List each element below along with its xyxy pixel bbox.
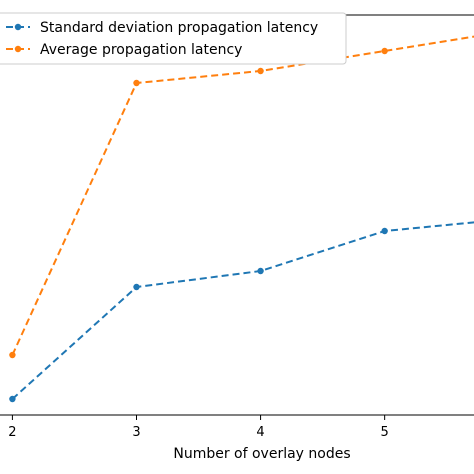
series-1 (9, 35, 474, 359)
x-tick-label: 5 (381, 425, 389, 440)
data-point (381, 227, 388, 235)
data-point (257, 267, 264, 275)
x-axis-label: Number of overlay nodes (173, 446, 350, 462)
data-point (9, 351, 16, 359)
legend-marker-std-deviation (14, 23, 22, 31)
legend: Standard deviation propagation latency A… (0, 12, 347, 65)
x-tick-label: 4 (256, 425, 264, 440)
legend-label-average: Average propagation latency (40, 42, 242, 58)
series-0 (9, 221, 474, 403)
series-line-1 (11, 35, 474, 356)
x-tick-label: 3 (132, 425, 140, 440)
data-point (133, 79, 140, 87)
data-point (133, 283, 140, 291)
series-layer (9, 35, 474, 403)
legend-marker-average (14, 45, 22, 53)
data-point (257, 67, 264, 75)
data-point (9, 395, 16, 403)
plot-area (0, 14, 474, 416)
legend-entry-std-deviation: Standard deviation propagation latency (6, 20, 318, 36)
legend-box (0, 12, 347, 65)
legend-entry-average: Average propagation latency (6, 42, 242, 58)
legend-label-std-deviation: Standard deviation propagation latency (40, 20, 318, 36)
x-axis-ticks: 2 3 4 5 (8, 415, 389, 440)
data-point (381, 47, 388, 55)
x-tick-label: 2 (8, 425, 16, 440)
series-line-0 (11, 221, 474, 400)
